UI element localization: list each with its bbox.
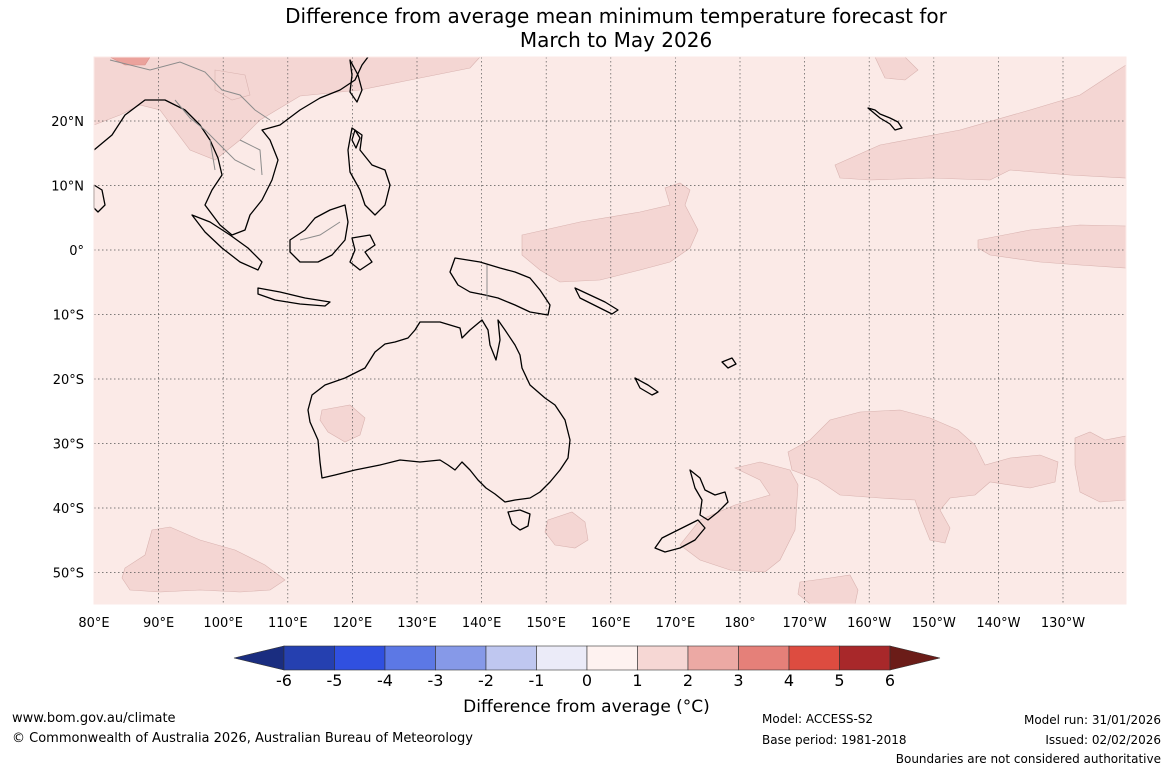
title-line-2: March to May 2026	[519, 28, 713, 52]
colorbar-segment	[334, 645, 386, 671]
new-caledonia-coast	[634, 377, 659, 396]
latitude-tick-label: 40°S	[53, 502, 84, 517]
far-east-patch	[1074, 431, 1127, 503]
map-frame	[93, 56, 1127, 605]
longitude-tick-label: 130°E	[397, 616, 437, 631]
longitude-tick-label: 120°E	[333, 616, 373, 631]
longitude-tick-label: 160°W	[847, 616, 891, 631]
sulawesi-coast	[349, 234, 376, 271]
country-borders	[109, 59, 488, 300]
colorbar-tick-label: 0	[582, 671, 592, 690]
longitude-tick-label: 110°E	[268, 616, 308, 631]
colorbar-tick-label: -1	[529, 671, 545, 690]
longitude-tick-label: 90°E	[143, 616, 174, 631]
longitude-tick-label: 140°W	[976, 616, 1020, 631]
longitude-tick-label: 140°E	[462, 616, 502, 631]
model-name: Model: ACCESS-S2	[762, 712, 874, 726]
east-pacific-equator-patch	[977, 224, 1127, 269]
title-line-1: Difference from average mean minimum tem…	[285, 4, 947, 28]
gridlines	[94, 57, 1126, 604]
copyright-text: © Commonwealth of Australia 2026, Austra…	[12, 731, 473, 746]
fiji-coast	[721, 357, 737, 369]
latitude-tick-label: 20°N	[51, 115, 84, 130]
latitude-labels: 20°N 10°N 0° 10°S 20°S 30°S 40°S 50°S	[51, 115, 84, 582]
colorbar-segment	[839, 645, 891, 671]
colorbar-segment	[788, 645, 840, 671]
longitude-tick-label: 170°E	[656, 616, 696, 631]
colorbar-min-extend	[233, 645, 285, 671]
latitude-tick-label: 10°N	[51, 180, 84, 195]
colorbar-tick-label: 3	[733, 671, 743, 690]
colorbar-tick-label: 4	[784, 671, 794, 690]
longitude-tick-label: 100°E	[203, 616, 243, 631]
coastlines	[93, 56, 903, 553]
new-zealand-north-coast	[689, 469, 729, 521]
latitude-tick-label: 50°S	[53, 567, 84, 582]
latitude-tick-label: 30°S	[53, 438, 84, 453]
sumatra-coast	[191, 214, 263, 271]
south-far-patch	[797, 574, 859, 605]
southern-ocean-patch	[121, 526, 286, 593]
tibet-warm-patch	[214, 69, 251, 101]
longitude-tick-label: 180°	[724, 616, 755, 631]
colorbar-tick-label: 5	[834, 671, 844, 690]
base-period: Base period: 1981-2018	[762, 733, 907, 747]
asia-borders	[109, 59, 271, 176]
colorbar-tick-label: 6	[885, 671, 895, 690]
colorbar-max-extend	[889, 645, 941, 671]
latitude-tick-label: 20°S	[53, 373, 84, 388]
borneo-border	[299, 221, 341, 241]
colorbar-segment	[384, 645, 436, 671]
tasmania-coast	[507, 509, 531, 531]
colorbar-tick-label: -4	[377, 671, 393, 690]
colorbar-segment	[586, 645, 638, 671]
colorbar-tick-label: -6	[276, 671, 292, 690]
website-link[interactable]: www.bom.gov.au/climate	[12, 711, 176, 726]
colorbar-tick-label: -5	[327, 671, 343, 690]
colorbar: -6 -5 -4 -3 -2 -1 0 1 2 3 4 5 6	[233, 645, 941, 690]
anomaly-patches	[93, 56, 1127, 605]
latitude-tick-label: 0°	[69, 244, 84, 259]
solomon-coast	[574, 287, 619, 315]
longitude-tick-label: 150°W	[912, 616, 956, 631]
colorbar-segment	[536, 645, 588, 671]
colorbar-label: Difference from average (°C)	[463, 697, 710, 717]
philippines-coast	[347, 127, 391, 216]
new-guinea-coast	[449, 257, 551, 316]
colorbar-tick-label: 2	[683, 671, 693, 690]
asia-mainland-coast	[93, 56, 369, 236]
equatorial-pacific-patch	[521, 182, 699, 283]
map-title: Difference from average mean minimum tem…	[0, 4, 1173, 52]
latitude-tick-label: 10°S	[53, 309, 84, 324]
longitude-tick-label: 170°W	[783, 616, 827, 631]
colorbar-segment	[687, 645, 739, 671]
colorbar-tick-label: -2	[478, 671, 494, 690]
colorbar-segment	[485, 645, 537, 671]
colorbar-segment	[435, 645, 487, 671]
colorbar-segment	[738, 645, 790, 671]
longitude-tick-label: 80°E	[78, 616, 109, 631]
longitude-labels: 80°E 90°E 100°E 110°E 120°E 130°E 140°E 150°E 16…	[78, 616, 1085, 631]
issued-date: Issued: 02/02/2026	[1045, 733, 1161, 747]
colorbar-segment	[637, 645, 689, 671]
australia-coast	[307, 319, 571, 503]
java-coast	[257, 287, 331, 307]
colorbar-tick-label: -3	[428, 671, 444, 690]
japan-coast	[349, 59, 363, 103]
hawaii-coast	[867, 107, 903, 131]
new-zealand-east-patch	[679, 461, 799, 573]
longitude-tick-label: 150°E	[526, 616, 566, 631]
boundary-disclaimer: Boundaries are not considered authoritat…	[895, 752, 1161, 766]
model-run: Model run: 31/01/2026	[1023, 713, 1161, 727]
tasman-patch	[544, 511, 589, 549]
new-zealand-south-coast	[654, 519, 706, 553]
borneo-coast	[289, 204, 349, 263]
taiwan-coast	[351, 129, 361, 149]
colorbar-segment	[283, 645, 335, 671]
longitude-tick-label: 160°E	[591, 616, 631, 631]
longitude-tick-label: 130°W	[1041, 616, 1085, 631]
colorbar-tick-label: 1	[632, 671, 642, 690]
